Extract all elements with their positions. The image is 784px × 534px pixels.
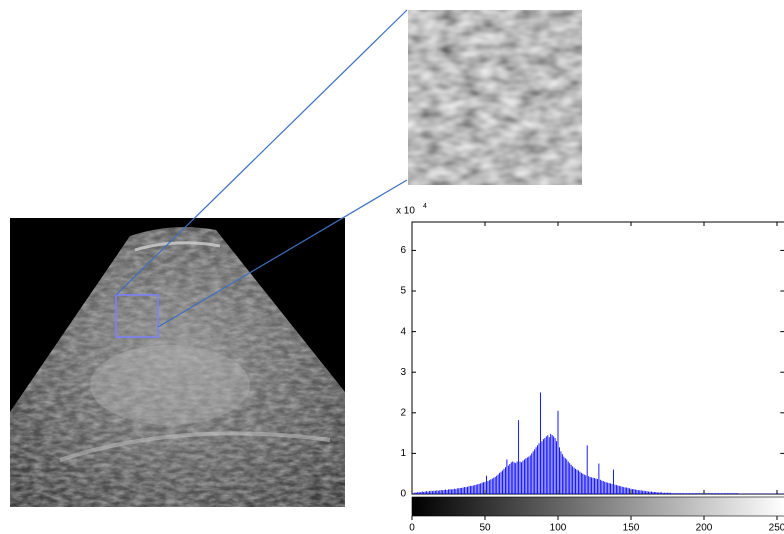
selection-box [115, 294, 159, 338]
y-tick-label: 6 [400, 245, 406, 256]
y-tick-label: 1 [400, 448, 406, 459]
y-tick-label: 5 [400, 286, 406, 297]
x-tick-label: 250 [769, 523, 784, 534]
zoom-texture [408, 10, 582, 185]
zoom-connector [115, 9, 408, 296]
zoom-connector [157, 179, 408, 328]
x-tick-label: 200 [696, 523, 713, 534]
y-tick-label: 3 [400, 367, 406, 378]
x-tick-label: 100 [550, 523, 567, 534]
y-scale-exponent: 4 [423, 203, 427, 210]
x-tick-label: 0 [409, 523, 415, 534]
y-tick-label: 0 [400, 489, 406, 500]
plot-area [411, 221, 784, 495]
y-tick-label: 2 [400, 407, 406, 418]
x-tick-label: 150 [623, 523, 640, 534]
colorbar [411, 496, 784, 517]
y-tick-label: 4 [400, 326, 406, 337]
x-tick-label: 50 [479, 523, 491, 534]
y-scale-label: x 10 [396, 206, 415, 217]
